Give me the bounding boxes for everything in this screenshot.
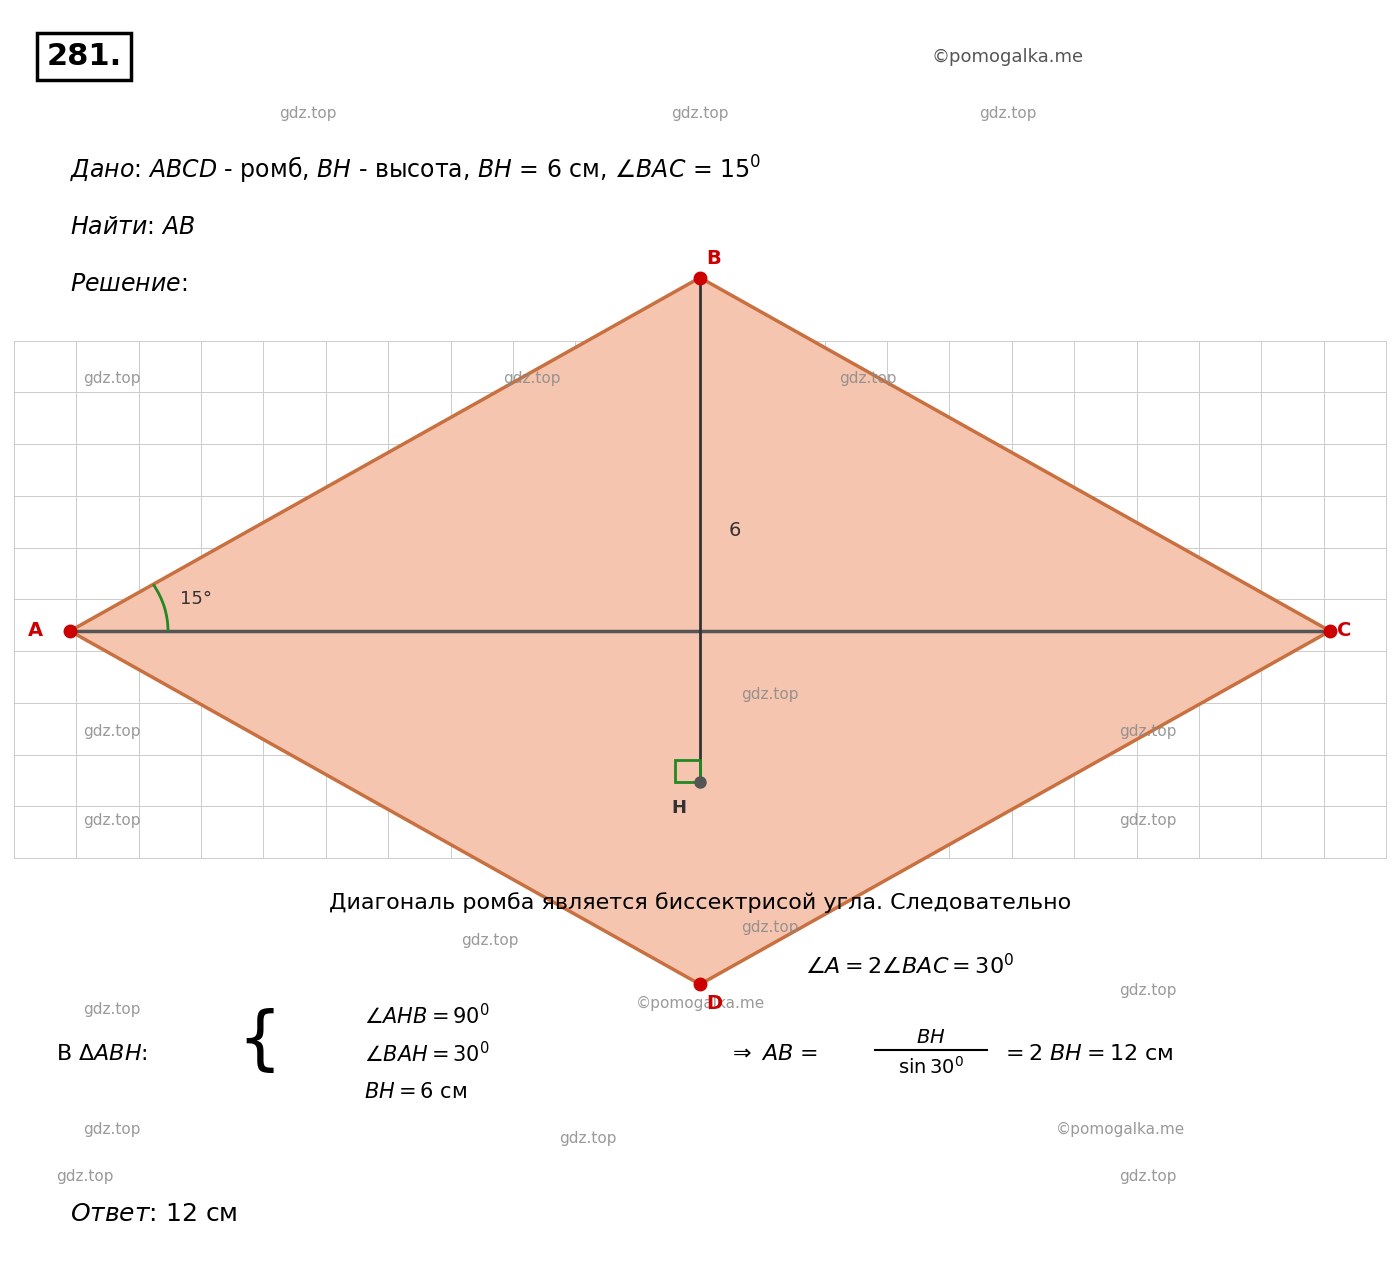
Text: 15°: 15° <box>181 591 211 608</box>
Text: gdz.top: gdz.top <box>741 920 799 935</box>
Text: $\angle A = 2\angle BAC = 30^0$: $\angle A = 2\angle BAC = 30^0$ <box>805 953 1015 978</box>
Text: gdz.top: gdz.top <box>461 933 519 948</box>
Text: A: A <box>28 621 42 641</box>
Text: 6: 6 <box>729 520 741 540</box>
Text: ©pomogalka.me: ©pomogalka.me <box>932 48 1084 66</box>
Text: gdz.top: gdz.top <box>1119 983 1177 998</box>
Text: $\it{Дано}$: $\it{ABCD}$ - ромб, $\it{BH}$ - высота, $\it{BH}$ = 6 см, ∠$\it{BAC: $\it{Дано}$: $\it{ABCD}$ - ромб, $\it{BH… <box>70 154 762 187</box>
Text: gdz.top: gdz.top <box>1119 724 1177 740</box>
Text: D: D <box>706 993 722 1013</box>
Text: H: H <box>672 799 686 817</box>
Text: $\angle AHB = 90^0$: $\angle AHB = 90^0$ <box>364 1003 490 1029</box>
Text: C: C <box>1337 621 1351 641</box>
Text: {: { <box>237 1007 281 1075</box>
Text: $\it{Ответ}$: 12 см: $\it{Ответ}$: 12 см <box>70 1201 238 1227</box>
Text: B: B <box>707 249 721 269</box>
Text: gdz.top: gdz.top <box>559 1131 617 1146</box>
Text: $BH$: $BH$ <box>916 1027 946 1047</box>
Text: 281.: 281. <box>46 43 122 71</box>
Text: gdz.top: gdz.top <box>503 371 561 386</box>
Text: ©pomogalka.me: ©pomogalka.me <box>636 996 764 1011</box>
Text: gdz.top: gdz.top <box>83 371 141 386</box>
Text: $\it{Найти}$: $\it{AB}$: $\it{Найти}$: $\it{AB}$ <box>70 215 195 240</box>
Text: В $\Delta ABH$:: В $\Delta ABH$: <box>56 1044 147 1064</box>
Text: gdz.top: gdz.top <box>83 813 141 828</box>
Text: gdz.top: gdz.top <box>56 1169 113 1184</box>
Text: $\sin 30^0$: $\sin 30^0$ <box>897 1055 965 1078</box>
Text: gdz.top: gdz.top <box>741 687 799 702</box>
Text: gdz.top: gdz.top <box>1119 813 1177 828</box>
Text: $\angle BAH = 30^0$: $\angle BAH = 30^0$ <box>364 1041 490 1066</box>
Text: gdz.top: gdz.top <box>83 724 141 740</box>
Text: gdz.top: gdz.top <box>83 1002 141 1017</box>
Text: $= 2\ BH = 12$ см: $= 2\ BH = 12$ см <box>1001 1044 1173 1064</box>
Text: gdz.top: gdz.top <box>1119 1169 1177 1184</box>
Text: gdz.top: gdz.top <box>839 371 897 386</box>
Text: gdz.top: gdz.top <box>279 106 337 121</box>
Text: gdz.top: gdz.top <box>671 106 729 121</box>
Text: ©pomogalka.me: ©pomogalka.me <box>1056 1122 1184 1137</box>
Text: $\Rightarrow$ $AB$ =: $\Rightarrow$ $AB$ = <box>728 1044 818 1064</box>
Text: $BH = 6$ см: $BH = 6$ см <box>364 1082 468 1102</box>
Polygon shape <box>70 278 1330 984</box>
Text: $\it{Решение}$:: $\it{Решение}$: <box>70 271 188 297</box>
Text: gdz.top: gdz.top <box>979 106 1037 121</box>
Text: gdz.top: gdz.top <box>83 1122 141 1137</box>
Text: Диагональ ромба является биссектрисой угла. Следовательно: Диагональ ромба является биссектрисой уг… <box>329 892 1071 912</box>
